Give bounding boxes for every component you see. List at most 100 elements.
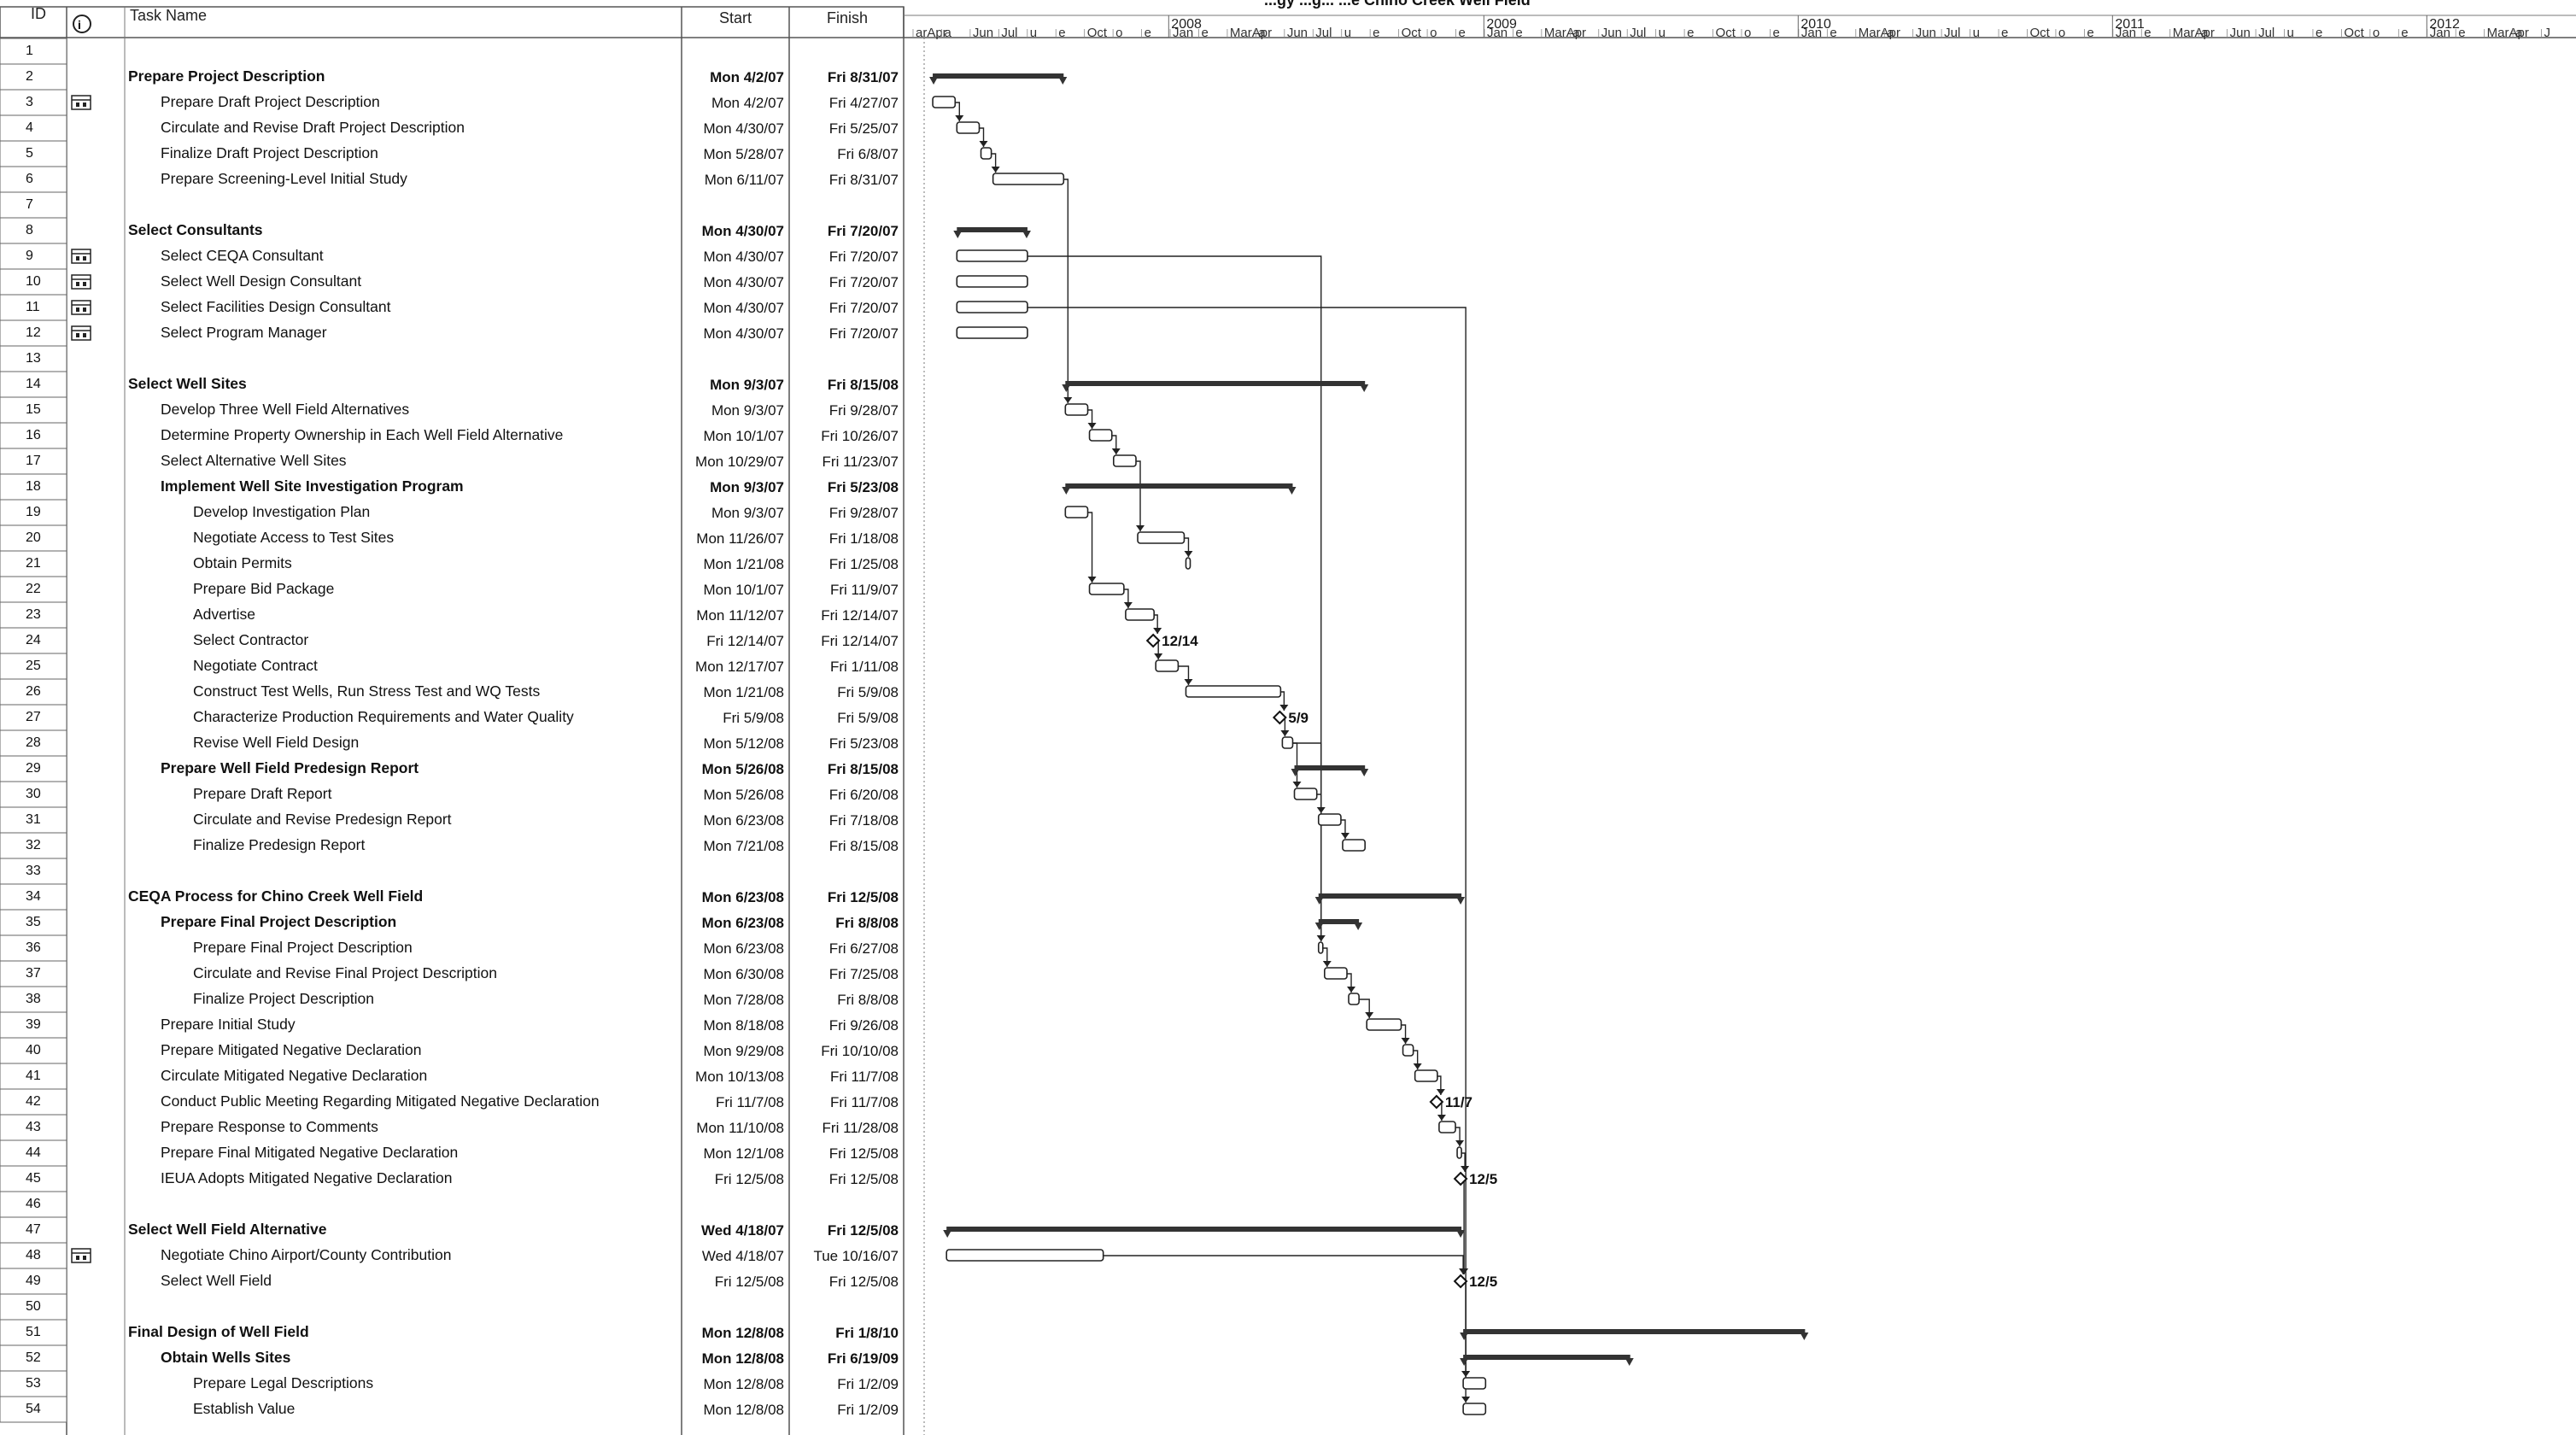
table-row[interactable]: 7 (0, 191, 67, 219)
task-start[interactable]: Mon 7/28/08 (703, 992, 784, 1008)
task-bar[interactable] (1293, 788, 1318, 800)
task-start[interactable]: Wed 4/18/07 (702, 1248, 784, 1264)
table-row[interactable]: 46 (0, 1191, 67, 1218)
task-name[interactable]: IEUA Adopts Mitigated Negative Declarati… (161, 1169, 452, 1186)
table-row[interactable]: 6 Prepare Screening-Level Initial Study Mo… (0, 166, 899, 193)
table-row[interactable]: 50 (0, 1293, 67, 1321)
summary-bar[interactable] (953, 227, 1031, 238)
task-finish[interactable]: Fri 8/31/07 (828, 69, 899, 85)
column-start-header[interactable]: Start (719, 9, 752, 26)
table-row[interactable]: 48 Negotiate Chino Airport/County Contrib… (0, 1242, 899, 1269)
task-finish[interactable]: Fri 11/28/08 (823, 1120, 899, 1136)
task-start[interactable]: Mon 4/30/07 (703, 274, 784, 290)
task-start[interactable]: Mon 11/26/07 (696, 530, 784, 547)
task-name[interactable]: Prepare Well Field Predesign Report (161, 759, 419, 776)
task-finish[interactable]: Fri 6/27/08 (829, 940, 899, 957)
task-bar[interactable] (1462, 1403, 1487, 1415)
task-finish[interactable]: Fri 12/5/08 (829, 1274, 899, 1290)
task-bar[interactable] (1323, 967, 1348, 980)
task-bar[interactable] (1317, 813, 1342, 826)
task-start[interactable]: Mon 5/26/08 (702, 761, 784, 777)
table-row[interactable]: 3 Prepare Draft Project Description Mon 4/… (0, 89, 899, 116)
task-finish[interactable]: Fri 1/11/08 (830, 659, 899, 675)
task-start[interactable]: Mon 7/21/08 (703, 838, 784, 854)
table-row[interactable]: 22 Prepare Bid Package Mon 10/1/07 Fri 11/9… (0, 576, 899, 603)
table-row[interactable]: 2 Prepare Project Description Mon 4/2/07 Fr… (0, 63, 899, 91)
task-name[interactable]: Negotiate Chino Airport/County Contribut… (161, 1246, 451, 1263)
task-name[interactable]: Finalize Draft Project Description (161, 144, 378, 161)
table-row[interactable]: 43 Prepare Response to Comments Mon 11/10/… (0, 1114, 899, 1141)
task-finish[interactable]: Fri 5/23/08 (829, 735, 899, 752)
task-finish[interactable]: Fri 11/7/08 (830, 1094, 899, 1110)
task-start[interactable]: Mon 4/30/07 (703, 300, 784, 316)
table-row[interactable]: 19 Develop Investigation Plan Mon 9/3/07 Fr… (0, 499, 899, 526)
task-name[interactable]: CEQA Process for Chino Creek Well Field (128, 887, 423, 905)
task-finish[interactable]: Fri 12/5/08 (829, 1171, 899, 1187)
table-row[interactable]: 33 (0, 858, 67, 885)
table-row[interactable]: 5 Finalize Draft Project Description Mon 5… (0, 140, 899, 167)
task-bar[interactable] (956, 326, 1028, 339)
task-finish[interactable]: Fri 12/5/08 (828, 889, 899, 905)
task-finish[interactable]: Fri 1/2/09 (837, 1402, 899, 1418)
table-row[interactable]: 34 CEQA Process for Chino Creek Well Fiel… (0, 883, 899, 911)
task-name[interactable]: Advertise (193, 606, 255, 623)
task-start[interactable]: Mon 12/1/08 (703, 1145, 784, 1162)
task-name[interactable]: Prepare Final Mitigated Negative Declara… (161, 1144, 458, 1161)
task-bar[interactable] (1185, 557, 1191, 570)
task-start[interactable]: Mon 9/3/07 (710, 377, 784, 393)
table-row[interactable]: 15 Develop Three Well Field Alternatives M… (0, 396, 899, 424)
task-finish[interactable]: Fri 7/20/07 (829, 249, 899, 265)
task-start[interactable]: Mon 11/12/07 (696, 607, 784, 624)
table-row[interactable]: 29 Prepare Well Field Predesign Report Mon… (0, 755, 899, 782)
task-name[interactable]: Obtain Wells Sites (161, 1349, 291, 1366)
summary-bar[interactable] (1314, 893, 1466, 905)
task-name[interactable]: Select Contractor (193, 631, 308, 648)
task-bar[interactable] (1125, 608, 1155, 621)
task-name[interactable]: Negotiate Access to Test Sites (193, 529, 394, 546)
task-bar[interactable] (1155, 659, 1180, 672)
table-row[interactable]: 51 Final Design of Well Field Mon 12/8/08 F… (0, 1319, 899, 1346)
task-bar[interactable] (956, 249, 1028, 262)
table-row[interactable]: 28 Revise Well Field Design Mon 5/12/08 Fri… (0, 729, 899, 757)
task-start[interactable]: Fri 12/14/07 (706, 633, 784, 649)
column-finish-header[interactable]: Finish (827, 9, 868, 26)
task-finish[interactable]: Fri 12/14/07 (821, 607, 899, 624)
task-finish[interactable]: Fri 1/8/10 (835, 1325, 899, 1341)
table-row[interactable]: 37 Circulate and Revise Final Project Des… (0, 960, 899, 987)
task-start[interactable]: Mon 4/30/07 (702, 223, 784, 239)
task-bar[interactable] (1462, 1377, 1487, 1390)
task-finish[interactable]: Fri 12/5/08 (829, 1145, 899, 1162)
table-row[interactable]: 14 Select Well Sites Mon 9/3/07 Fri 8/15/08 (0, 371, 899, 398)
task-name[interactable]: Prepare Final Project Description (193, 939, 413, 956)
task-start[interactable]: Mon 12/8/08 (703, 1402, 784, 1418)
task-finish[interactable]: Fri 9/26/08 (829, 1017, 899, 1034)
task-name[interactable]: Determine Property Ownership in Each Wel… (161, 426, 563, 443)
task-bar[interactable] (946, 1249, 1104, 1262)
task-name[interactable]: Select CEQA Consultant (161, 247, 324, 264)
task-finish[interactable]: Fri 6/20/08 (829, 787, 899, 803)
table-row[interactable]: 41 Circulate Mitigated Negative Declarati… (0, 1063, 899, 1090)
table-row[interactable]: 21 Obtain Permits Mon 1/21/08 Fri 1/25/08 (0, 550, 899, 577)
task-name[interactable]: Prepare Legal Descriptions (193, 1374, 373, 1391)
task-name[interactable]: Prepare Final Project Description (161, 913, 396, 930)
task-name[interactable]: Revise Well Field Design (193, 734, 359, 751)
task-finish[interactable]: Fri 5/23/08 (828, 479, 899, 495)
task-bar[interactable] (956, 301, 1028, 313)
task-start[interactable]: Wed 4/18/07 (701, 1222, 784, 1239)
table-row[interactable]: 10 Select Well Design Consultant Mon 4/30/… (0, 268, 899, 296)
task-start[interactable]: Mon 4/2/07 (711, 95, 784, 111)
task-finish[interactable]: Fri 10/26/07 (821, 428, 899, 444)
task-bar[interactable] (1342, 839, 1366, 852)
table-row[interactable]: 52 Obtain Wells Sites Mon 12/8/08 Fri 6/19/… (0, 1344, 899, 1372)
task-start[interactable]: Mon 9/29/08 (703, 1043, 784, 1059)
task-finish[interactable]: Fri 4/27/07 (829, 95, 899, 111)
task-start[interactable]: Mon 9/3/07 (711, 402, 784, 419)
task-start[interactable]: Mon 4/30/07 (703, 325, 784, 342)
table-row[interactable]: 17 Select Alternative Well Sites Mon 10/29… (0, 448, 899, 475)
task-start[interactable]: Mon 6/11/07 (705, 172, 784, 188)
task-bar[interactable] (956, 275, 1028, 288)
table-row[interactable]: 23 Advertise Mon 11/12/07 Fri 12/14/07 (0, 601, 899, 629)
table-row[interactable]: 20 Negotiate Access to Test Sites Mon 11/2… (0, 524, 899, 552)
task-name[interactable]: Circulate Mitigated Negative Declaration (161, 1067, 427, 1084)
task-bar[interactable] (1064, 506, 1089, 518)
